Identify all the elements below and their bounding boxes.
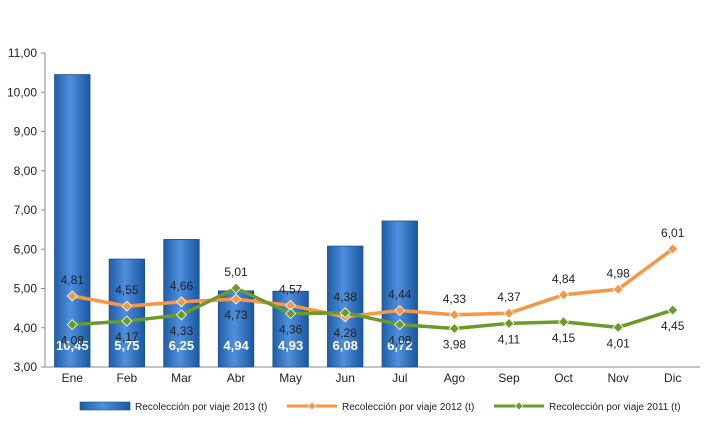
y-tick-label: 10,00 bbox=[7, 85, 37, 99]
series-marker-2011 bbox=[394, 319, 406, 331]
series-marker-2012 bbox=[667, 243, 679, 255]
series-marker-2011 bbox=[230, 282, 242, 294]
series-marker-2012 bbox=[612, 283, 624, 295]
bar bbox=[54, 74, 91, 368]
series-line-2011 bbox=[72, 286, 674, 331]
line-2012-data-label: 6,01 bbox=[661, 226, 685, 240]
line-2011-data-label: 4,01 bbox=[606, 336, 630, 350]
line-2012-data-label: 4,33 bbox=[443, 292, 467, 306]
x-tick-label: Mar bbox=[171, 371, 192, 385]
series-marker-2011 bbox=[175, 309, 188, 321]
bar-data-label: 4,93 bbox=[278, 338, 303, 353]
series-marker-2012 bbox=[394, 304, 406, 317]
line-2012-data-label: 4,57 bbox=[279, 282, 303, 296]
x-tick-label: Dic bbox=[664, 371, 681, 385]
x-tick-label: May bbox=[279, 371, 302, 385]
x-tick-label: Feb bbox=[117, 371, 138, 385]
series-marker-2012 bbox=[557, 289, 570, 301]
x-tick-label: Jul bbox=[392, 371, 407, 385]
bar bbox=[108, 258, 146, 368]
line-series bbox=[66, 243, 679, 335]
line-2012-data-label: 4,28 bbox=[334, 326, 358, 340]
y-tick-label: 3,00 bbox=[14, 360, 38, 374]
series-marker-2011 bbox=[285, 308, 297, 320]
x-tick-label: Jun bbox=[336, 371, 355, 385]
line-2011-data-label: 4,17 bbox=[115, 330, 139, 344]
line-2012-data-label: 4,84 bbox=[552, 272, 576, 286]
bar-data-label: 5,75 bbox=[114, 338, 139, 353]
bar-data-label: 6,25 bbox=[169, 338, 194, 353]
series-marker-2012 bbox=[503, 307, 515, 319]
line-2011-data-label: 4,36 bbox=[279, 323, 303, 337]
x-tick-label: Ago bbox=[444, 371, 466, 385]
series-marker-2011 bbox=[557, 316, 570, 328]
series-marker-2011 bbox=[612, 321, 624, 333]
x-tick-label: Sep bbox=[498, 371, 520, 385]
legend-swatch-bar bbox=[79, 401, 131, 411]
legend-swatch-marker bbox=[307, 401, 317, 411]
y-tick-label: 6,00 bbox=[14, 242, 38, 256]
line-2012-data-label: 4,37 bbox=[497, 290, 521, 304]
y-tick-label: 9,00 bbox=[14, 125, 38, 139]
line-2011-data-label: 4,08 bbox=[61, 334, 85, 348]
series-marker-2011 bbox=[339, 307, 351, 319]
x-tick-label: Ene bbox=[62, 371, 84, 385]
line-2011-data-label: 4,08 bbox=[388, 334, 412, 348]
legend-swatch-marker bbox=[514, 401, 524, 411]
y-tick-label: 7,00 bbox=[14, 203, 38, 217]
series-marker-2011 bbox=[121, 315, 133, 327]
line-2012-data-label: 4,55 bbox=[115, 283, 139, 297]
line-2011-data-label: 4,11 bbox=[498, 332, 521, 346]
bar-data-label: 6,08 bbox=[333, 338, 358, 353]
y-tick-label: 4,00 bbox=[14, 321, 38, 335]
series-marker-2012 bbox=[448, 309, 460, 321]
axes: 3,00 4,00 5,00 6,00 7,00 8,00 9,00 10,00 11,00 En… bbox=[7, 46, 700, 385]
line-2012-data-label: 4,73 bbox=[224, 308, 248, 322]
series-line-2012 bbox=[71, 247, 674, 319]
line-2012-data-label: 4,44 bbox=[388, 287, 412, 301]
line-2011-data-label: 3,98 bbox=[443, 338, 467, 352]
series-marker-2012 bbox=[230, 293, 242, 305]
legend: Recolección por viaje 2013 (t) Recolecció… bbox=[79, 401, 681, 413]
data-labels: 10,45 5,75 6,25 4,94 4,93 6,08 6,72 4,81 4,55 4,6… bbox=[56, 226, 685, 353]
series-marker-2011 bbox=[667, 304, 679, 316]
y-tick-label: 8,00 bbox=[14, 164, 38, 178]
line-2012-data-label: 4,98 bbox=[606, 266, 630, 280]
y-tick-label: 11,00 bbox=[8, 46, 37, 60]
line-2012-data-label: 4,81 bbox=[61, 273, 85, 287]
bar-data-label: 4,94 bbox=[223, 338, 249, 353]
line-2012-data-label: 4,66 bbox=[170, 279, 194, 293]
bar bbox=[327, 245, 364, 368]
y-tick-label: 5,00 bbox=[14, 282, 38, 296]
legend-label: Recolección por viaje 2012 (t) bbox=[342, 402, 474, 413]
line-2011-data-label: 4,33 bbox=[170, 324, 194, 338]
series-marker-2012 bbox=[66, 290, 78, 302]
series-marker-2012 bbox=[175, 296, 188, 308]
line-2011-data-label: 4,38 bbox=[334, 290, 358, 304]
bar-data-label: 6,72 bbox=[387, 338, 412, 353]
line-2011-data-label: 4,45 bbox=[661, 319, 685, 333]
legend-label: Recolección por viaje 2013 (t) bbox=[135, 402, 267, 413]
series-marker-2011 bbox=[503, 317, 515, 329]
bar bbox=[381, 220, 418, 368]
series-marker-2012 bbox=[121, 300, 133, 312]
line-2011-data-label: 4,15 bbox=[552, 331, 576, 345]
bar-data-label: 10,45 bbox=[56, 338, 89, 353]
x-tick-label: Oct bbox=[554, 371, 573, 385]
legend-label: Recolección por viaje 2011 (t) bbox=[549, 402, 681, 413]
series-marker-2011 bbox=[448, 322, 460, 335]
series-marker-2011 bbox=[66, 319, 78, 331]
line-2011-data-label: 5,01 bbox=[224, 265, 248, 279]
x-tick-label: Abr bbox=[227, 371, 246, 385]
x-tick-label: Nov bbox=[607, 371, 628, 385]
